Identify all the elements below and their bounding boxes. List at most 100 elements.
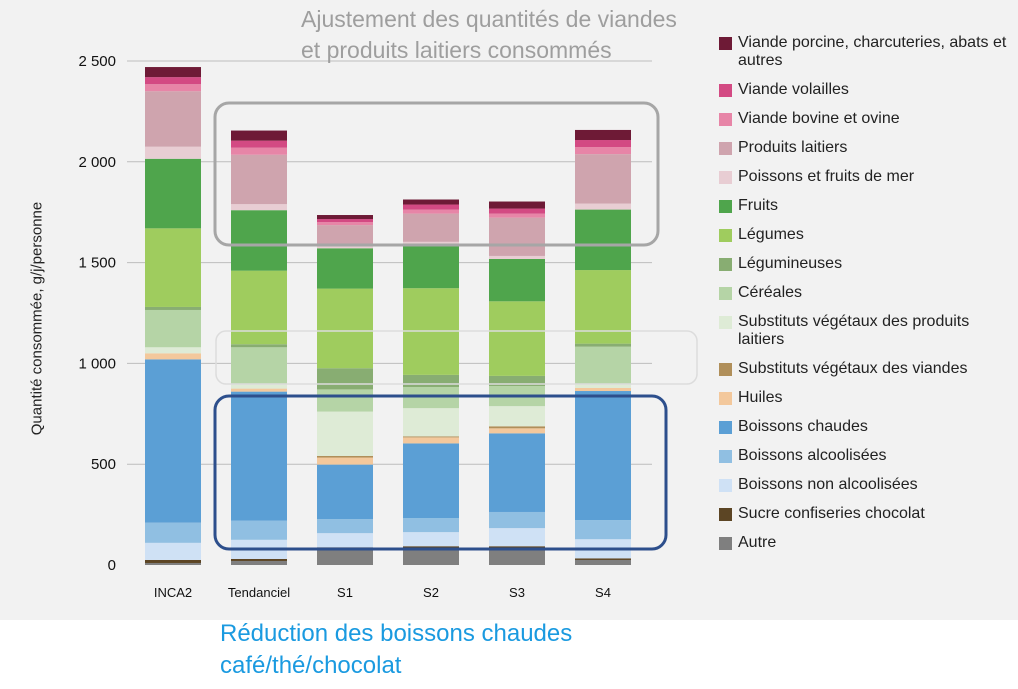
- bar-segment: [317, 248, 373, 289]
- bar-segment: [317, 368, 373, 390]
- bar-segment: [489, 433, 545, 512]
- bar-segment: [575, 559, 631, 565]
- legend-item: Huiles: [719, 389, 1009, 407]
- bars: [145, 67, 631, 565]
- bar-segment: [575, 270, 631, 344]
- grid-lines: [127, 60, 652, 465]
- bar-segment: [231, 388, 287, 392]
- bar-segment: [489, 208, 545, 214]
- legend-label: Boissons alcoolisées: [738, 447, 887, 464]
- bar-segment: [489, 528, 545, 547]
- legend-label: Fruits: [738, 197, 778, 214]
- bar-segment: [231, 204, 287, 211]
- x-tick-label: Tendanciel: [228, 585, 290, 600]
- bar-segment: [575, 154, 631, 204]
- bar-segment: [231, 130, 287, 141]
- legend-swatch: [719, 316, 732, 329]
- y-tick-label: 2 000: [78, 154, 116, 171]
- legend-label: Légumineuses: [738, 255, 843, 272]
- y-tick-label: 500: [91, 456, 116, 473]
- y-tick-label: 1 000: [78, 355, 116, 372]
- bar-segment: [145, 228, 201, 307]
- bar-segment: [403, 374, 459, 387]
- y-tick-label: 2 500: [78, 53, 116, 70]
- bar-segment: [231, 391, 287, 521]
- bar-segment: [403, 437, 459, 444]
- bar-segment: [231, 210, 287, 271]
- bar-segment: [145, 359, 201, 523]
- bar-segment: [489, 375, 545, 386]
- bar-segment: [145, 146, 201, 159]
- legend-item: Produits laitiers: [719, 139, 1009, 157]
- bar-segment: [231, 560, 287, 565]
- bar-segment: [317, 455, 373, 458]
- legend-label: Poissons et fruits de mer: [738, 168, 915, 185]
- bar-segment: [489, 426, 545, 429]
- bar-segment: [575, 558, 631, 560]
- bar-segment: [403, 213, 459, 242]
- bar-stack: [489, 201, 545, 565]
- highlight-box-middle: [215, 330, 698, 385]
- bar-segment: [145, 77, 201, 85]
- legend-item: Substituts végétaux des viandes: [719, 360, 1009, 378]
- legend-label: Viande bovine et ovine: [738, 110, 900, 127]
- legend-item: Substituts végétaux des produits laitier…: [719, 313, 1009, 349]
- legend-swatch: [719, 37, 732, 50]
- highlight-box-bottom: [213, 394, 668, 551]
- legend-swatch: [719, 392, 732, 405]
- bar-segment: [403, 204, 459, 210]
- bar-segment: [317, 533, 373, 548]
- legend-swatch: [719, 171, 732, 184]
- bar-segment: [317, 464, 373, 520]
- bar-stack: [145, 67, 201, 565]
- legend-item: Légumineuses: [719, 255, 1009, 273]
- bar-segment: [575, 140, 631, 148]
- legend-swatch: [719, 229, 732, 242]
- legend-item: Autre: [719, 534, 1009, 552]
- legend-swatch: [719, 537, 732, 550]
- legend-label: Viande porcine, charcuteries, abats et a…: [738, 34, 1007, 69]
- y-tick-label: 1 500: [78, 255, 116, 272]
- annotation-bottom-line-1: Réduction des boissons chaudes: [220, 620, 573, 647]
- bar-stack: [317, 215, 373, 565]
- bar-segment: [145, 542, 201, 560]
- bar-segment: [231, 347, 287, 385]
- bar-segment: [489, 301, 545, 376]
- bar-segment: [403, 386, 459, 409]
- annotation-top: Ajustement des quantités de viandes et p…: [301, 6, 677, 63]
- legend-label: Substituts végétaux des produits laitier…: [738, 313, 970, 348]
- legend-item: Viande volailles: [719, 81, 1009, 99]
- legend-item: Boissons alcoolisées: [719, 447, 1009, 465]
- highlight-box-top: [213, 101, 660, 247]
- bar-segment: [575, 343, 631, 347]
- bar-segment: [489, 546, 545, 548]
- bar-segment: [489, 428, 545, 434]
- legend-label: Substituts végétaux des viandes: [738, 360, 968, 377]
- bar-segment: [231, 384, 287, 389]
- bar-segment: [489, 217, 545, 256]
- bar-segment: [575, 520, 631, 540]
- bar-stack: [231, 130, 287, 565]
- bar-segment: [145, 84, 201, 92]
- x-tick-label: S3: [509, 585, 525, 600]
- annotation-bottom: Réduction des boissons chaudes café/thé/…: [220, 618, 680, 682]
- legend-item: Boissons non alcoolisées: [719, 476, 1009, 494]
- bar-segment: [231, 344, 287, 348]
- bar-segment: [317, 548, 373, 565]
- legend-swatch: [719, 84, 732, 97]
- bar-segment: [317, 225, 373, 245]
- bar-segment: [489, 511, 545, 529]
- bar-segment: [317, 389, 373, 412]
- bar-segment: [145, 559, 201, 563]
- legend-item: Céréales: [719, 284, 1009, 302]
- legend-label: Huiles: [738, 389, 783, 406]
- bar-stack: [575, 129, 631, 565]
- bar-segment: [145, 67, 201, 78]
- legend-item: Fruits: [719, 197, 1009, 215]
- bar-segment: [575, 209, 631, 271]
- annotation-bottom-line-2: café/thé/chocolat: [220, 652, 402, 679]
- legend-label: Boissons non alcoolisées: [738, 476, 918, 493]
- legend-label: Boissons chaudes: [738, 418, 868, 435]
- bar-segment: [231, 558, 287, 561]
